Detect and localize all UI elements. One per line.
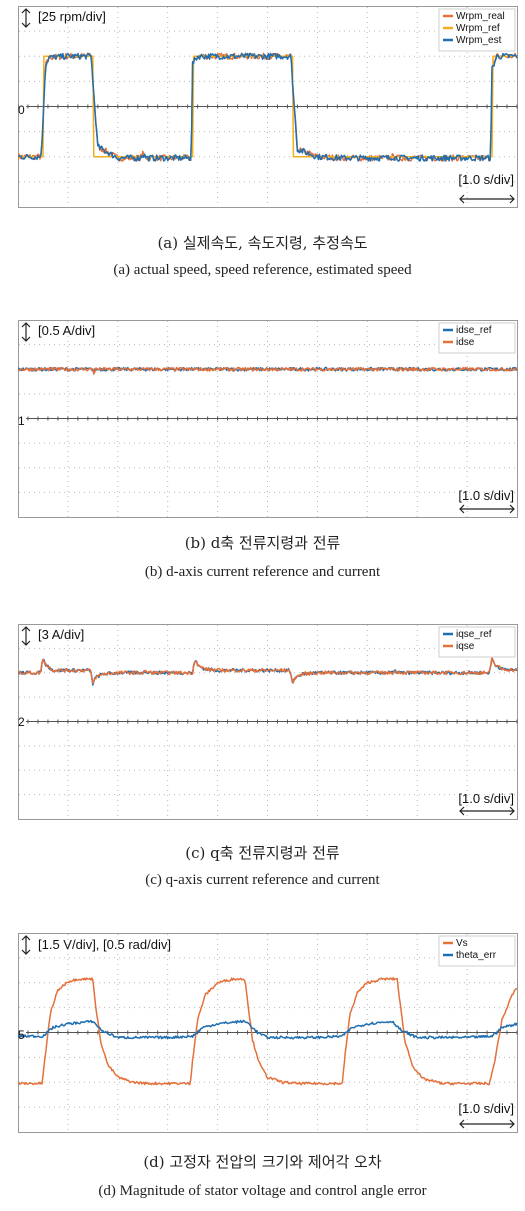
caption-ko-a: (a) 실제속도, 속도지령, 추정속도 (157, 234, 368, 252)
scale-label: [25 rpm/div] (38, 9, 106, 24)
legend-entry-iqse: iqse (456, 641, 475, 652)
vertical-scale-arrow-icon (21, 626, 31, 646)
legend-entry-theta-err: theta_err (456, 950, 497, 961)
zero-marker-label: 0 (18, 103, 25, 117)
caption-en-b: (b) d-axis current reference and current (144, 564, 381, 580)
legend-entry-wrpm-ref: Wrpm_ref (456, 23, 500, 34)
time-scale-label: [1.0 s/div] (458, 488, 514, 503)
scale-label: [3 A/div] (38, 627, 84, 642)
caption-en-d: (d) Magnitude of stator voltage and cont… (98, 1183, 427, 1199)
vertical-scale-arrow-icon (21, 8, 31, 28)
legend-box (438, 626, 516, 658)
legend-box (438, 322, 516, 354)
series-line-wrpm-real (18, 52, 518, 162)
legend-entry-wrpm-est: Wrpm_est (456, 35, 502, 46)
series-line-theta-err (18, 1019, 518, 1040)
chart-panel-c: [3 A/div] 2 [1.0 s/div] iqse_ref iqse (18, 624, 518, 820)
series-line-vs (18, 977, 518, 1086)
legend-entry-vs: Vs (456, 938, 468, 949)
time-scale-arrow-icon (459, 1119, 515, 1129)
time-scale-arrow-icon (459, 504, 515, 514)
legend-entry-idse: idse (456, 337, 475, 348)
series-line-idse (18, 366, 518, 375)
caption-ko-c: (c) q축 전류지령과 전류 (185, 844, 340, 862)
marker-label: 2 (18, 715, 25, 729)
time-scale-label: [1.0 s/div] (458, 172, 514, 187)
chart-a-plot: [25 rpm/div] 0 [1.0 s/div] Wrpm_realWrpm… (18, 6, 518, 208)
chart-d-plot: [1.5 V/div], [0.5 rad/div] 5 [1.0 s/div]… (18, 933, 518, 1133)
time-scale-label: [1.0 s/div] (458, 791, 514, 806)
caption-en-a: (a) actual speed, speed reference, estim… (113, 262, 412, 278)
marker-label: 5 (18, 1028, 25, 1042)
chart-panel-d: [1.5 V/div], [0.5 rad/div] 5 [1.0 s/div]… (18, 933, 518, 1133)
time-scale-label: [1.0 s/div] (458, 1101, 514, 1116)
vertical-scale-arrow-icon (21, 322, 31, 342)
caption-ko-d: (d) 고정자 전압의 크기와 제어각 오차 (143, 1153, 382, 1171)
legend-box (438, 935, 516, 967)
series-line-wrpm-est (18, 52, 518, 162)
time-scale-arrow-icon (459, 194, 515, 204)
vertical-scale-arrow-icon (21, 935, 31, 955)
legend-entry-idse-ref: idse_ref (456, 325, 492, 336)
marker-label: 1 (18, 414, 25, 428)
chart-panel-a: [25 rpm/div] 0 [1.0 s/div] Wrpm_real Wrpm… (18, 6, 518, 208)
scale-label: [1.5 V/div], [0.5 rad/div] (38, 937, 171, 952)
legend-entry-wrpm-real: Wrpm_real (456, 11, 505, 22)
series-line-iqse (18, 656, 518, 685)
caption-ko-b: (b) d축 전류지령과 전류 (184, 534, 341, 552)
chart-panel-b: [0.5 A/div] 1 [1.0 s/div] idse_ref idse (18, 320, 518, 518)
caption-en-c: (c) q-axis current reference and current (145, 872, 380, 888)
time-scale-arrow-icon (459, 806, 515, 816)
legend-entry-iqse-ref: iqse_ref (456, 629, 492, 640)
scale-label: [0.5 A/div] (38, 323, 95, 338)
